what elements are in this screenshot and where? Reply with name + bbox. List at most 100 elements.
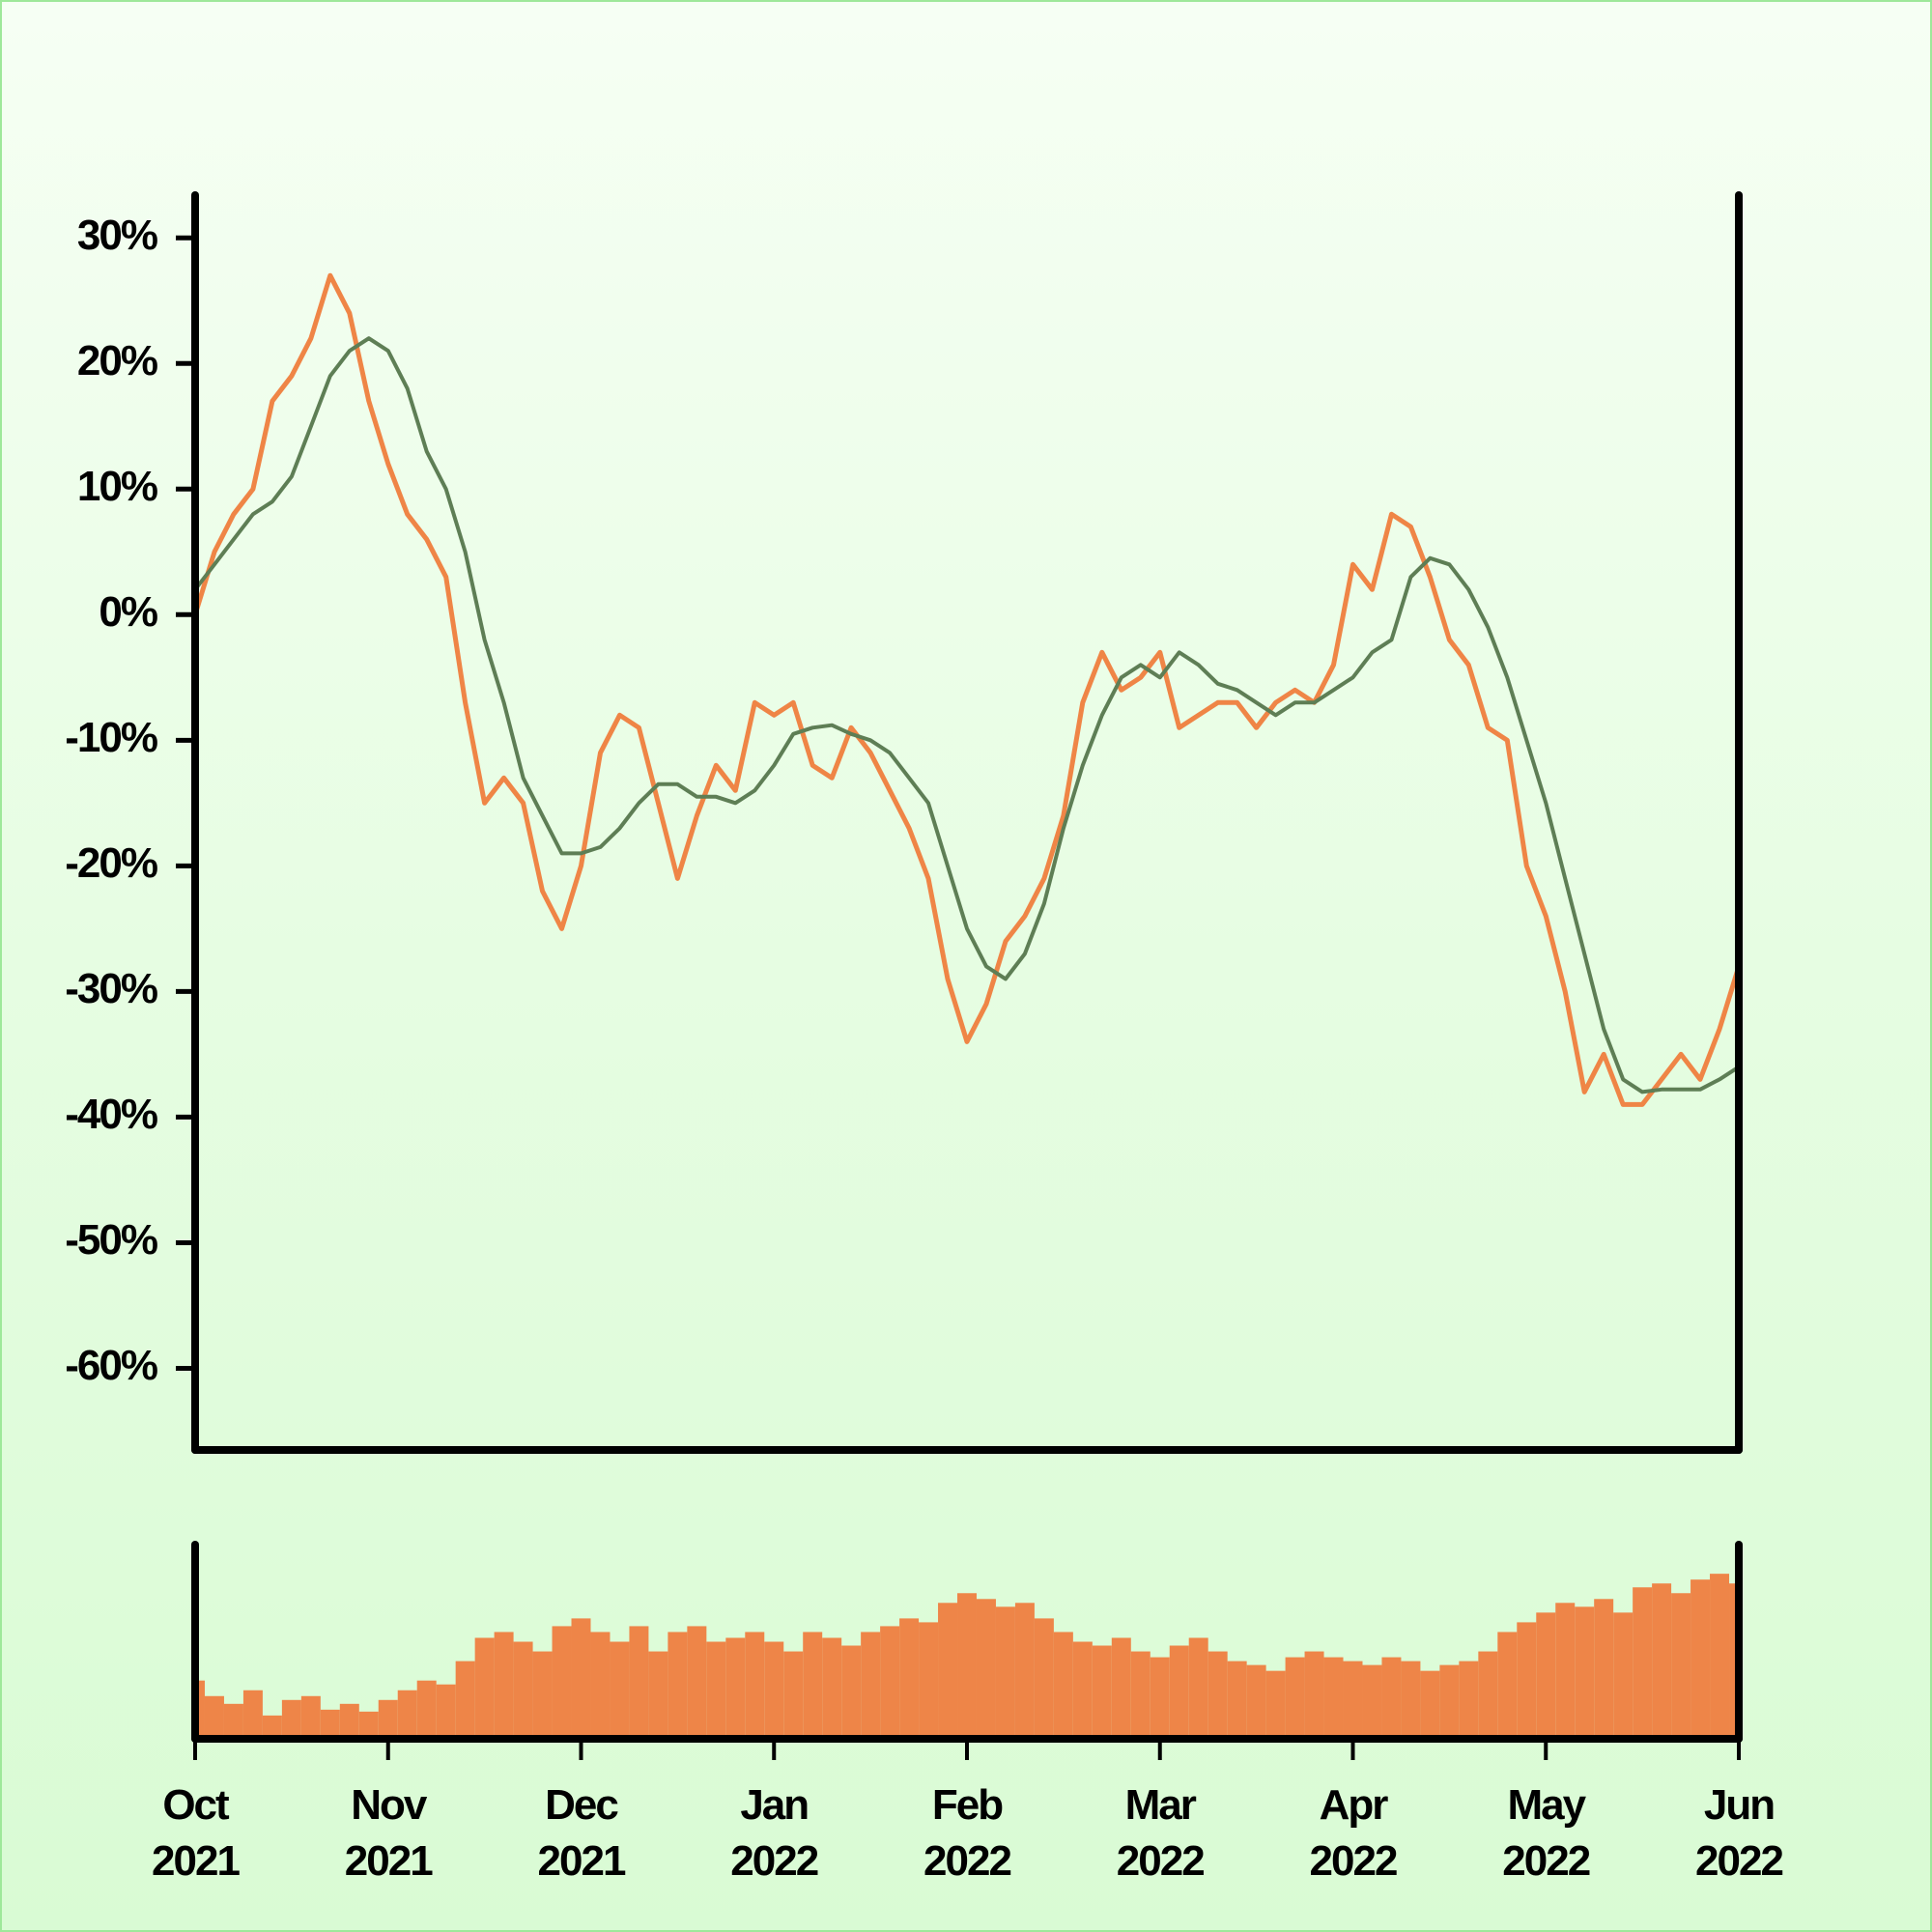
volume-bar [1265, 1670, 1286, 1739]
x-tick-label: Jan 2022 [730, 1781, 819, 1885]
volume-bar [1710, 1574, 1730, 1739]
y-tick-label: -60% [65, 1342, 157, 1389]
volume-bar [1652, 1583, 1672, 1739]
volume-bar [861, 1632, 881, 1739]
volume-bar [803, 1632, 823, 1739]
volume-bar [513, 1641, 533, 1739]
x-tick-label: Apr 2022 [1309, 1781, 1399, 1885]
volume-bar [1478, 1651, 1498, 1739]
volume-bar [725, 1637, 746, 1739]
volume-bar [1092, 1645, 1112, 1739]
x-tick-label: Mar 2022 [1116, 1781, 1206, 1885]
volume-bar [532, 1651, 553, 1739]
volume-bar [1285, 1657, 1305, 1739]
y-tick-label: -20% [65, 839, 157, 887]
volume-bar [1381, 1657, 1402, 1739]
volume-bar [706, 1641, 726, 1739]
volume-bar [1246, 1664, 1266, 1739]
x-tick-label: Oct 2021 [152, 1781, 241, 1885]
volume-bar [281, 1699, 301, 1739]
y-tick-label: 10% [77, 463, 157, 510]
x-tick-label: Feb 2022 [923, 1781, 1012, 1885]
volume-bar [571, 1618, 591, 1739]
volume-bar [1053, 1632, 1073, 1739]
volume-bar [822, 1637, 842, 1739]
y-tick-label: -50% [65, 1216, 157, 1264]
volume-bar [1459, 1661, 1479, 1739]
volume-bar [590, 1632, 611, 1739]
x-tick-label: Jun 2022 [1695, 1781, 1784, 1885]
volume-bar [1323, 1657, 1344, 1739]
volume-bar [1439, 1664, 1460, 1739]
volume-bar [1729, 1583, 1739, 1739]
volume-bar [687, 1626, 707, 1739]
volume-bar [1671, 1593, 1691, 1739]
volume-bar [339, 1703, 359, 1739]
volume-bar [1594, 1599, 1614, 1739]
volume-bar [745, 1632, 765, 1739]
volume-bar [1690, 1579, 1711, 1739]
line-series [192, 272, 1742, 1107]
volume-bar [841, 1645, 862, 1739]
x-tick-label: May 2022 [1502, 1781, 1591, 1885]
volume-bar [223, 1703, 243, 1739]
volume-bar [1014, 1603, 1035, 1739]
volume-bar [494, 1632, 514, 1739]
volume-bar [899, 1618, 920, 1739]
volume-bar [1150, 1657, 1170, 1739]
volume-bar [242, 1690, 263, 1739]
volume-bar [300, 1695, 321, 1739]
volume-bar [195, 1680, 205, 1739]
y-tick-label: -30% [65, 965, 157, 1012]
volume-bar [880, 1626, 900, 1739]
volume-bar [1633, 1587, 1653, 1739]
x-tick-label: Dec 2021 [537, 1781, 627, 1885]
volume-bar [1401, 1661, 1421, 1739]
volume-bar [919, 1622, 939, 1739]
volume-bar [648, 1651, 668, 1739]
volume-bar [1536, 1612, 1556, 1739]
volume-bar [552, 1626, 572, 1739]
volume-bar [1072, 1641, 1093, 1739]
volume-bar [358, 1711, 379, 1739]
volume-bar [1034, 1618, 1054, 1739]
y-tick-label: 20% [77, 337, 157, 384]
volume-bar [1227, 1661, 1247, 1739]
y-tick-label: -40% [65, 1091, 157, 1138]
volume-bar [474, 1637, 495, 1739]
volume-bar [378, 1699, 398, 1739]
volume-bar [1362, 1664, 1382, 1739]
volume-bar [1497, 1632, 1518, 1739]
y-tick-label: -10% [65, 714, 157, 761]
volume-bar [1304, 1651, 1324, 1739]
volume-bar [1169, 1645, 1189, 1739]
volume-bar [397, 1690, 417, 1739]
volume-bar [995, 1606, 1015, 1739]
volume-bar [938, 1603, 958, 1739]
volume-bar [1613, 1612, 1634, 1739]
volume-bar [1575, 1606, 1595, 1739]
volume-bar [455, 1661, 475, 1739]
volume-bar [1420, 1670, 1440, 1739]
volume-bar [668, 1632, 688, 1739]
volume-bar [764, 1641, 784, 1739]
volume-bar [610, 1641, 630, 1739]
volume-bar [1208, 1651, 1228, 1739]
line-series [193, 336, 1741, 1094]
volume-bar [1555, 1603, 1576, 1739]
volume-bar [783, 1651, 804, 1739]
volume-bar [204, 1695, 224, 1739]
y-tick-label: 0% [99, 588, 156, 636]
volume-bar [1343, 1661, 1363, 1739]
volume-bar [262, 1715, 282, 1739]
volume-bar [1111, 1637, 1131, 1739]
volume-bar [416, 1680, 437, 1739]
volume-bar [1517, 1622, 1537, 1739]
x-tick-label: Nov 2021 [344, 1781, 434, 1885]
volume-bar [957, 1593, 977, 1739]
volume-bar [320, 1709, 340, 1739]
y-tick-label: 30% [77, 212, 157, 259]
volume-bar [629, 1626, 649, 1739]
